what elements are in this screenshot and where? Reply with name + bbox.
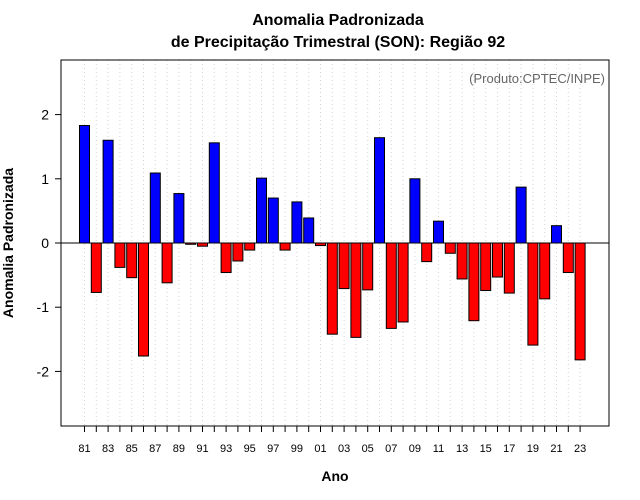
x-tick-label-17: 17 [503,443,515,455]
bar-07 [385,242,397,329]
bar-10 [421,242,433,263]
x-tick-label-87: 87 [149,443,161,455]
bar-23 [574,242,586,361]
bar-81 [79,124,90,244]
bar-15 [480,242,492,292]
x-tick-label-03: 03 [338,443,350,455]
bar-03 [338,242,350,290]
bar-04 [350,242,362,338]
x-tick-label-91: 91 [196,443,208,455]
bar-17 [503,242,515,294]
y-tick-label: 2 [41,107,49,123]
x-tick-label-05: 05 [362,443,374,455]
x-tick-label-95: 95 [244,443,256,455]
bar-98 [279,242,291,251]
x-tick-label-11: 11 [433,443,444,455]
bar-00 [303,217,315,244]
bar-88 [161,242,173,284]
bar-91 [197,242,208,247]
bar-89 [173,193,185,244]
bar-87 [149,172,161,244]
bar-82 [90,242,102,293]
chart-title: Anomalia Padronizada [252,12,424,29]
y-tick-label: 1 [41,171,49,187]
bar-84 [114,242,126,268]
x-tick-label-85: 85 [126,443,138,455]
x-tick-label-09: 09 [409,443,421,455]
x-tick-label-93: 93 [220,443,232,455]
x-tick-label-13: 13 [456,443,468,455]
x-tick-label-99: 99 [291,443,303,455]
bar-92 [208,142,220,244]
bar-94 [232,242,244,262]
bars [79,124,586,361]
bar-14 [468,242,480,322]
bar-08 [397,242,409,323]
bar-99 [291,201,303,244]
bar-18 [515,186,527,244]
x-tick-label-19: 19 [527,443,539,455]
bar-95 [244,242,256,251]
bar-05 [362,242,374,291]
x-tick-label-23: 23 [574,443,586,455]
gridlines [84,60,581,426]
bar-19 [527,242,539,346]
bar-21 [551,225,562,244]
bar-20 [539,242,551,300]
bar-06 [374,137,385,244]
x-tick-label-89: 89 [173,443,185,455]
chart-subtitle: de Precipitação Trimestral (SON): Região… [171,34,505,51]
bar-97 [267,197,279,244]
bar-85 [126,242,138,279]
x-tick-label-01: 01 [314,443,326,455]
credit-label: (Produto:CPTEC/INPE) [469,71,605,86]
bar-86 [138,242,149,357]
x-tick-label-81: 81 [78,443,90,455]
bar-02 [326,242,338,335]
x-tick-label-15: 15 [480,443,492,455]
bar-90 [185,242,197,245]
x-tick-label-07: 07 [385,443,397,455]
y-tick-label: 0 [41,235,49,251]
bar-12 [444,242,456,254]
x-tick-label-83: 83 [102,443,114,455]
x-tick-label-97: 97 [267,443,279,455]
x-axis: 81 83 85 87 89 91 93 95 97 99 01 03 05 07 09 11 13 15 17 19… [78,426,586,455]
bar-83 [102,139,114,244]
y-tick-label: -1 [37,299,50,315]
x-tick-label-21: 21 [550,443,562,455]
bar-01 [315,242,326,247]
x-axis-title: Ano [321,468,348,484]
y-axis-title: Anomalia Padronizada [0,168,16,318]
bar-11 [433,220,444,244]
bar-93 [220,242,232,274]
bar-22 [562,242,574,274]
bar-13 [456,242,468,280]
bar-09 [409,178,421,244]
bar-96 [256,177,267,244]
y-axis: -2 -1 0 1 2 [37,107,61,379]
y-tick-label: -2 [37,363,50,379]
bar-16 [492,242,503,278]
